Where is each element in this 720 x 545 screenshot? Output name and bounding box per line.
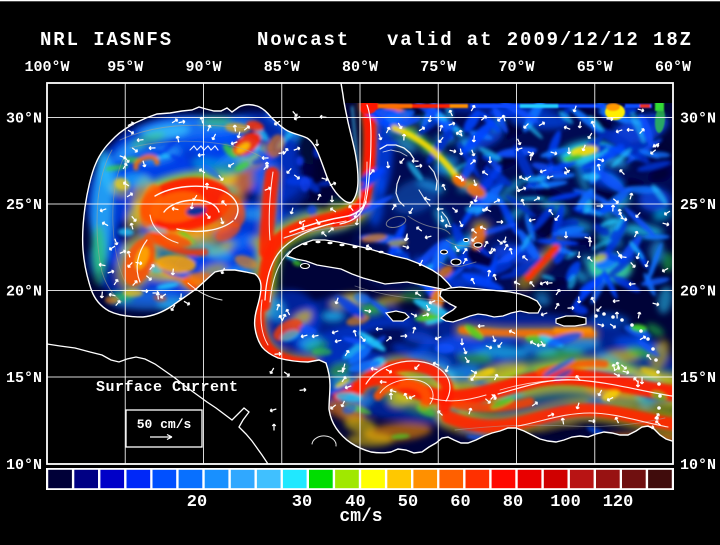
- svg-text:30: 30: [292, 493, 312, 512]
- svg-text:15°N: 15°N: [680, 370, 716, 387]
- svg-text:30°N: 30°N: [680, 111, 716, 128]
- svg-text:65°W: 65°W: [577, 59, 613, 76]
- svg-text:50 cm/s: 50 cm/s: [137, 417, 192, 432]
- svg-text:50: 50: [398, 493, 418, 512]
- svg-text:20: 20: [187, 493, 207, 512]
- svg-text:10°N: 10°N: [680, 457, 716, 474]
- svg-text:100°W: 100°W: [24, 59, 69, 76]
- svg-text:20°N: 20°N: [6, 284, 42, 301]
- svg-text:90°W: 90°W: [185, 59, 221, 76]
- svg-text:Surface Current: Surface Current: [96, 379, 239, 396]
- svg-text:60: 60: [450, 493, 470, 512]
- svg-text:10°N: 10°N: [6, 457, 42, 474]
- svg-text:70°W: 70°W: [498, 59, 534, 76]
- svg-text:75°W: 75°W: [420, 59, 456, 76]
- svg-text:Nowcast: Nowcast: [257, 29, 350, 51]
- svg-text:20°N: 20°N: [680, 284, 716, 301]
- svg-text:120: 120: [603, 493, 634, 512]
- svg-text:85°W: 85°W: [264, 59, 300, 76]
- svg-text:25°N: 25°N: [6, 197, 42, 214]
- svg-text:valid at 2009/12/12 18Z: valid at 2009/12/12 18Z: [387, 29, 693, 51]
- svg-text:cm/s: cm/s: [339, 507, 382, 527]
- svg-text:15°N: 15°N: [6, 370, 42, 387]
- svg-text:30°N: 30°N: [6, 111, 42, 128]
- svg-text:60°W: 60°W: [655, 59, 691, 76]
- svg-text:80: 80: [503, 493, 523, 512]
- svg-text:NRL IASNFS: NRL IASNFS: [40, 29, 173, 51]
- svg-text:95°W: 95°W: [107, 59, 143, 76]
- svg-text:25°N: 25°N: [680, 197, 716, 214]
- svg-text:40: 40: [345, 493, 365, 512]
- svg-text:100: 100: [550, 493, 581, 512]
- svg-text:80°W: 80°W: [342, 59, 378, 76]
